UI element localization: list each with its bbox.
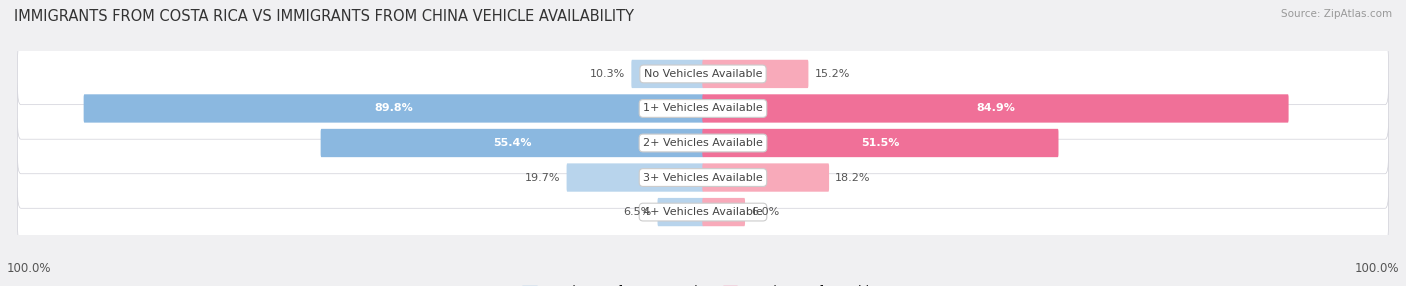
Text: 100.0%: 100.0% — [7, 262, 52, 275]
Text: Source: ZipAtlas.com: Source: ZipAtlas.com — [1281, 9, 1392, 19]
FancyBboxPatch shape — [17, 112, 1389, 174]
FancyBboxPatch shape — [567, 163, 703, 192]
FancyBboxPatch shape — [631, 60, 703, 88]
FancyBboxPatch shape — [83, 94, 703, 123]
FancyBboxPatch shape — [703, 60, 808, 88]
FancyBboxPatch shape — [17, 181, 1389, 243]
Legend: Immigrants from Costa Rica, Immigrants from China: Immigrants from Costa Rica, Immigrants f… — [523, 285, 883, 286]
FancyBboxPatch shape — [321, 129, 703, 157]
FancyBboxPatch shape — [703, 198, 745, 226]
Text: 2+ Vehicles Available: 2+ Vehicles Available — [643, 138, 763, 148]
FancyBboxPatch shape — [703, 163, 830, 192]
Text: 4+ Vehicles Available: 4+ Vehicles Available — [643, 207, 763, 217]
Text: 10.3%: 10.3% — [591, 69, 626, 79]
FancyBboxPatch shape — [17, 147, 1389, 208]
Text: IMMIGRANTS FROM COSTA RICA VS IMMIGRANTS FROM CHINA VEHICLE AVAILABILITY: IMMIGRANTS FROM COSTA RICA VS IMMIGRANTS… — [14, 9, 634, 23]
FancyBboxPatch shape — [17, 78, 1389, 139]
Text: No Vehicles Available: No Vehicles Available — [644, 69, 762, 79]
Text: 19.7%: 19.7% — [524, 172, 561, 182]
Text: 6.0%: 6.0% — [751, 207, 779, 217]
FancyBboxPatch shape — [703, 129, 1059, 157]
Text: 84.9%: 84.9% — [976, 104, 1015, 114]
Text: 6.5%: 6.5% — [623, 207, 651, 217]
FancyBboxPatch shape — [658, 198, 703, 226]
FancyBboxPatch shape — [703, 94, 1289, 123]
Text: 51.5%: 51.5% — [862, 138, 900, 148]
Text: 55.4%: 55.4% — [494, 138, 531, 148]
Text: 100.0%: 100.0% — [1354, 262, 1399, 275]
Text: 3+ Vehicles Available: 3+ Vehicles Available — [643, 172, 763, 182]
FancyBboxPatch shape — [17, 43, 1389, 105]
Text: 89.8%: 89.8% — [374, 104, 413, 114]
Text: 18.2%: 18.2% — [835, 172, 870, 182]
Text: 1+ Vehicles Available: 1+ Vehicles Available — [643, 104, 763, 114]
Text: 15.2%: 15.2% — [814, 69, 851, 79]
